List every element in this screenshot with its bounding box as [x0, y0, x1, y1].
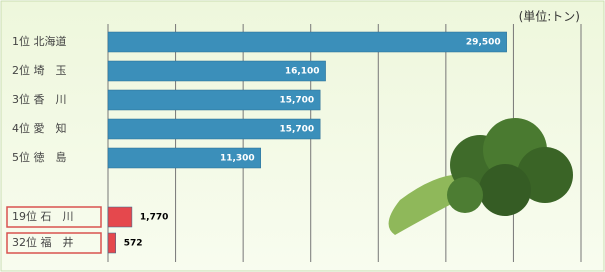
category-label: 3位 香 川: [12, 92, 67, 106]
value-label: 11,300: [220, 154, 255, 164]
category-label: 4位 愛 知: [12, 121, 67, 135]
bar: [108, 207, 132, 227]
unit-label: (単位:トン): [519, 9, 580, 24]
value-label: 572: [124, 239, 143, 249]
category-label: 19位 石 川: [12, 209, 74, 223]
value-label: 16,100: [285, 67, 320, 77]
category-label: 2位 埼 玉: [12, 63, 67, 77]
value-label: 29,500: [466, 38, 501, 48]
value-label: 1,770: [140, 213, 168, 223]
bar: [108, 32, 507, 52]
category-label: 32位 福 井: [12, 235, 74, 249]
bar: [108, 233, 116, 253]
value-label: 15,700: [279, 125, 314, 135]
category-label: 5位 徳 島: [12, 150, 67, 164]
value-label: 15,700: [279, 96, 314, 106]
chart: (単位:トン) 1位 北海道 29,500 2位 埼 玉 16,100 3位 香 川 15…: [0, 0, 605, 272]
category-label: 1位 北海道: [12, 34, 67, 48]
